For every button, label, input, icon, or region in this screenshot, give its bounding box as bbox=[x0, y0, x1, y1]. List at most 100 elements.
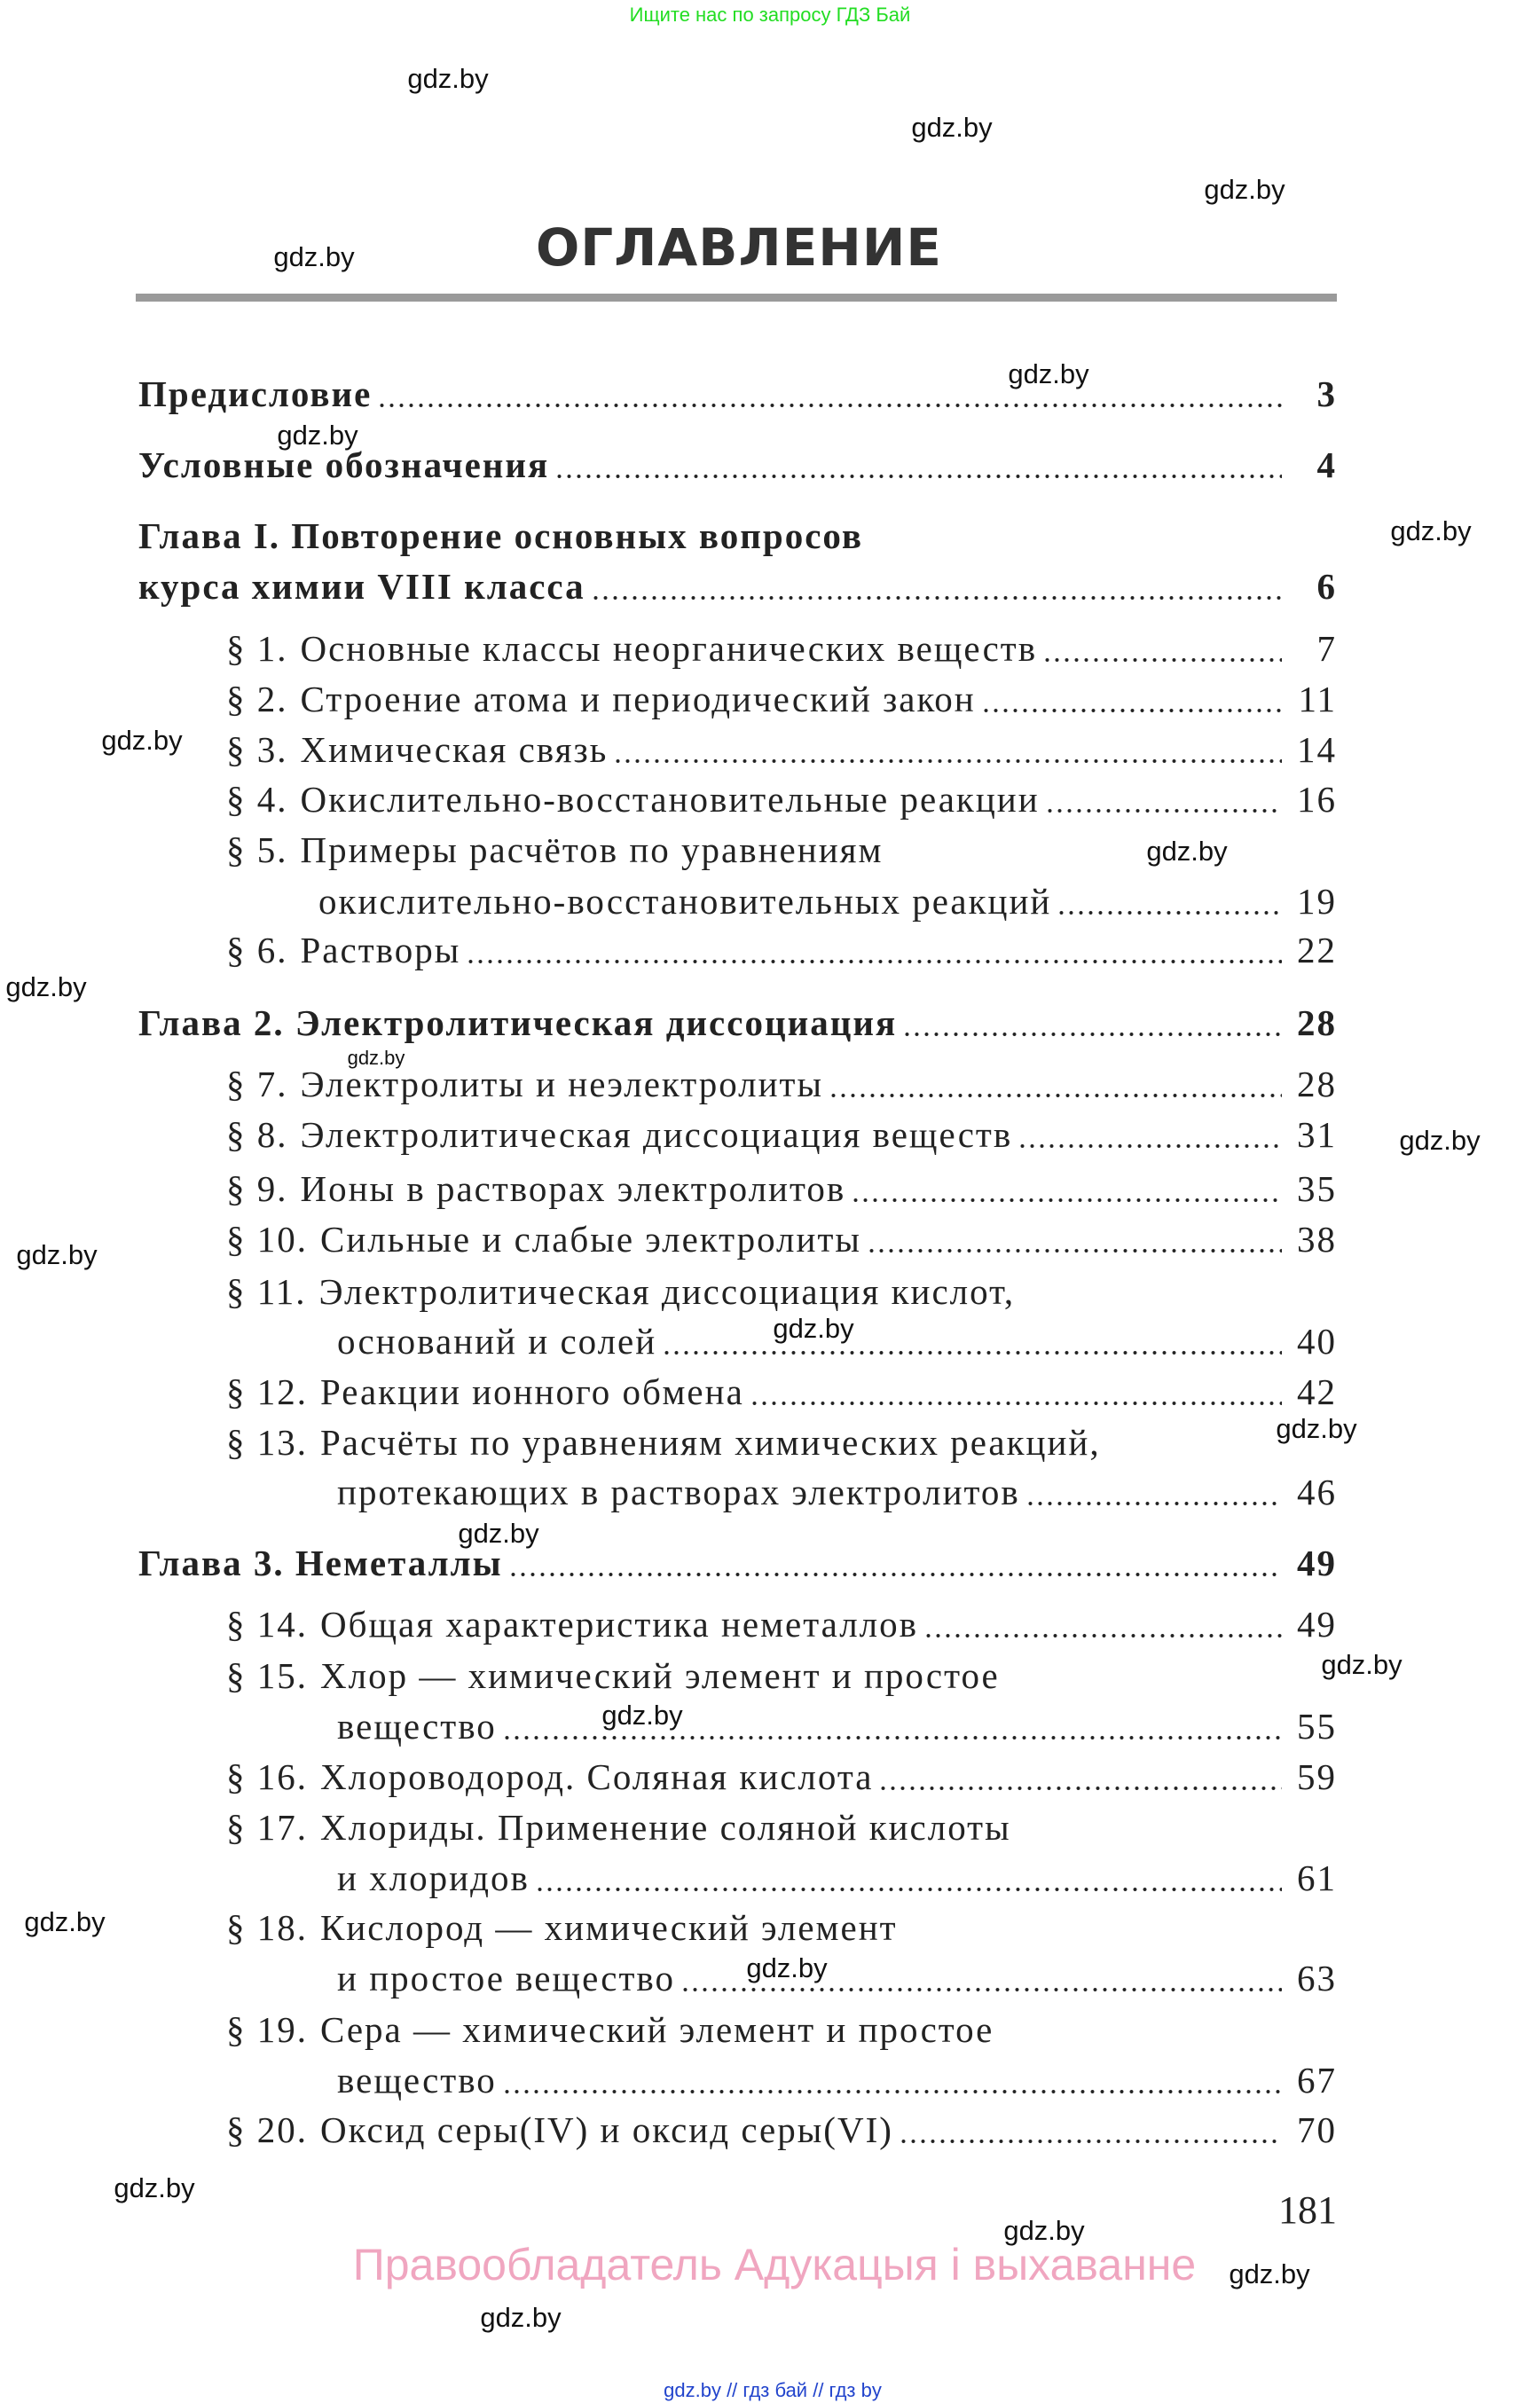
toc-entry-line[interactable]: § 10. Сильные и слабые электролиты 38 bbox=[226, 1215, 1337, 1263]
dot-leader bbox=[680, 1954, 1282, 2002]
toc-page-number: 28 bbox=[1297, 1064, 1337, 1104]
toc-entry-line[interactable]: курса химии VIII класса 6 bbox=[138, 562, 1337, 610]
toc-page-number: 31 bbox=[1297, 1114, 1337, 1155]
dot-leader bbox=[501, 2056, 1282, 2104]
toc-page-number: 46 bbox=[1297, 1472, 1337, 1512]
toc-entry-line[interactable]: вещество 55 bbox=[337, 1702, 1337, 1750]
toc-page-number: 40 bbox=[1297, 1321, 1337, 1362]
toc-entry-title: Электролиты и неэлектролиты bbox=[300, 1064, 824, 1104]
toc-entry-title: Глава 3. Неметаллы bbox=[138, 1543, 503, 1583]
dot-leader bbox=[554, 441, 1282, 489]
toc-entry-line[interactable]: Предисловие 3 bbox=[138, 370, 1337, 418]
toc-page-number: 55 bbox=[1297, 1706, 1337, 1747]
toc-entry-title: Кислород — химический элемент bbox=[320, 1907, 898, 1948]
toc-entry-title: Глава 2. Электролитическая диссоциация bbox=[138, 1002, 898, 1043]
toc-page-number: 70 bbox=[1297, 2109, 1337, 2150]
toc-page-number: 49 bbox=[1297, 1543, 1337, 1583]
gdz-watermark: gdz.by bbox=[347, 1047, 405, 1069]
title-divider bbox=[136, 294, 1337, 302]
toc-entry-title: Примеры расчётов по уравнениям bbox=[300, 829, 884, 870]
dot-leader bbox=[980, 675, 1282, 723]
dot-leader bbox=[1018, 1111, 1282, 1158]
toc-entry-line[interactable]: § 18. Кислород — химический элемент bbox=[226, 1904, 1337, 1951]
toc-entry-line[interactable]: § 19. Сера — химический элемент и простое bbox=[226, 2006, 1337, 2054]
dot-leader bbox=[507, 1539, 1282, 1587]
toc-entry-line[interactable]: протекающих в растворах электролитов 46 bbox=[337, 1468, 1337, 1516]
toc-page-number: 35 bbox=[1297, 1168, 1337, 1209]
gdz-watermark: gdz.by bbox=[273, 241, 355, 272]
toc-entry-title: оснований и солей bbox=[337, 1321, 657, 1362]
gdz-watermark: gdz.by bbox=[114, 2172, 195, 2203]
toc-entry-line[interactable]: вещество 67 bbox=[337, 2056, 1337, 2104]
toc-page-number: 14 bbox=[1297, 729, 1337, 770]
toc-entry-title: Условные обозначения bbox=[138, 444, 550, 485]
section-number: § 10. bbox=[226, 1219, 308, 1260]
section-number: § 4. bbox=[226, 779, 288, 820]
toc-entry-line[interactable]: § 15. Хлор — химический элемент и простое bbox=[226, 1652, 1337, 1700]
section-number: § 19. bbox=[226, 2009, 308, 2050]
dot-leader bbox=[590, 562, 1282, 610]
dot-leader bbox=[898, 2106, 1282, 2154]
toc-page-number: 38 bbox=[1297, 1219, 1337, 1260]
dot-leader bbox=[613, 726, 1282, 774]
toc-entry-title: Хлор — химический элемент и простое bbox=[320, 1655, 1000, 1696]
gdz-watermark: gdz.by bbox=[5, 971, 87, 1002]
toc-entry-line[interactable]: Условные обозначения 4 bbox=[138, 441, 1337, 489]
toc-page-number: 49 bbox=[1297, 1604, 1337, 1645]
toc-entry-line[interactable]: § 8. Электролитическая диссоциация вещест… bbox=[226, 1111, 1337, 1158]
toc-entry-line[interactable]: § 2. Строение атома и периодический закон… bbox=[226, 675, 1337, 723]
toc-page-number: 59 bbox=[1297, 1756, 1337, 1797]
toc-entry-title: Хлороводород. Соляная кислота bbox=[320, 1756, 874, 1797]
toc-entry-line[interactable]: § 5. Примеры расчётов по уравнениям bbox=[226, 826, 1337, 874]
toc-entry-line[interactable]: § 12. Реакции ионного обмена 42 bbox=[226, 1368, 1337, 1416]
toc-entry-line[interactable]: § 16. Хлороводород. Соляная кислота 59 bbox=[226, 1753, 1337, 1801]
toc-page-number: 28 bbox=[1297, 1002, 1337, 1043]
toc-entry-title: Сера — химический элемент и простое bbox=[320, 2009, 994, 2050]
copyright-notice: Правообладатель Адукацыя і выхаванне bbox=[352, 2240, 1197, 2289]
toc-entry-line[interactable]: Глава 3. Неметаллы 49 bbox=[138, 1539, 1337, 1587]
toc-entry-title: Растворы bbox=[300, 930, 461, 970]
toc-entry-line[interactable]: Глава I. Повторение основных вопросов bbox=[138, 512, 1337, 560]
toc-page-number: 7 bbox=[1316, 628, 1337, 669]
toc-entry-line[interactable]: § 4. Окислительно-восстановительные реакц… bbox=[226, 775, 1337, 823]
toc-page-number: 4 bbox=[1316, 444, 1337, 485]
toc-entry-line[interactable]: и хлоридов 61 bbox=[337, 1854, 1337, 1902]
toc-entry-title: протекающих в растворах электролитов bbox=[337, 1472, 1020, 1512]
toc-entry-title: вещество bbox=[337, 1706, 497, 1747]
toc-entry-line[interactable]: § 9. Ионы в растворах электролитов 35 bbox=[226, 1165, 1337, 1213]
dot-leader bbox=[923, 1600, 1282, 1648]
toc-entry-line[interactable]: § 1. Основные классы неорганических вещес… bbox=[226, 624, 1337, 672]
toc-entry-title: Глава I. Повторение основных вопросов bbox=[138, 515, 864, 556]
toc-entry-line[interactable]: § 7. Электролиты и неэлектролиты 28 bbox=[226, 1060, 1337, 1108]
toc-entry-line[interactable]: § 20. Оксид серы(IV) и оксид серы(VI) 70 bbox=[226, 2106, 1337, 2154]
toc-entry-title: Электролитическая диссоциация веществ bbox=[300, 1114, 1013, 1155]
section-number: § 18. bbox=[226, 1907, 308, 1948]
toc-entry-title: Химическая связь bbox=[300, 729, 609, 770]
page-title: ОГЛАВЛЕНИЕ bbox=[535, 217, 943, 278]
dot-leader bbox=[878, 1753, 1282, 1801]
gdz-watermark: gdz.by bbox=[1003, 2215, 1085, 2246]
toc-entry-line[interactable]: окислительно-восстановительных реакций 19 bbox=[318, 877, 1337, 925]
dot-leader bbox=[1042, 624, 1282, 672]
toc-entry-line[interactable]: § 17. Хлориды. Применение соляной кислоты bbox=[226, 1803, 1337, 1851]
toc-entry-line[interactable]: и простое вещество 63 bbox=[337, 1954, 1337, 2002]
section-number: § 2. bbox=[226, 679, 288, 719]
gdz-watermark: gdz.by bbox=[1008, 358, 1089, 389]
section-number: § 7. bbox=[226, 1064, 288, 1104]
toc-entry-line[interactable]: § 6. Растворы 22 bbox=[226, 926, 1337, 974]
dot-leader bbox=[851, 1165, 1282, 1213]
section-number: § 3. bbox=[226, 729, 288, 770]
gdz-watermark: gdz.by bbox=[24, 1906, 106, 1937]
toc-entry-line[interactable]: Глава 2. Электролитическая диссоциация 28 bbox=[138, 999, 1337, 1047]
section-number: § 16. bbox=[226, 1756, 308, 1797]
toc-entry-line[interactable]: § 13. Расчёты по уравнениям химических ре… bbox=[226, 1418, 1337, 1466]
toc-entry-line[interactable]: оснований и солей 40 bbox=[337, 1317, 1337, 1365]
toc-entry-line[interactable]: § 14. Общая характеристика неметаллов 49 bbox=[226, 1600, 1337, 1648]
page-number: 181 bbox=[1278, 2188, 1337, 2232]
toc-entry-title: и простое вещество bbox=[337, 1958, 675, 1999]
bottom-links-banner[interactable]: gdz.by // гдз бай // гдз by bbox=[664, 2379, 882, 2401]
gdz-watermark: gdz.by bbox=[1204, 174, 1285, 205]
toc-entry-line[interactable]: § 3. Химическая связь 14 bbox=[226, 726, 1337, 774]
section-number: § 20. bbox=[226, 2109, 308, 2150]
toc-entry-line[interactable]: § 11. Электролитическая диссоциация кисло… bbox=[226, 1268, 1337, 1315]
